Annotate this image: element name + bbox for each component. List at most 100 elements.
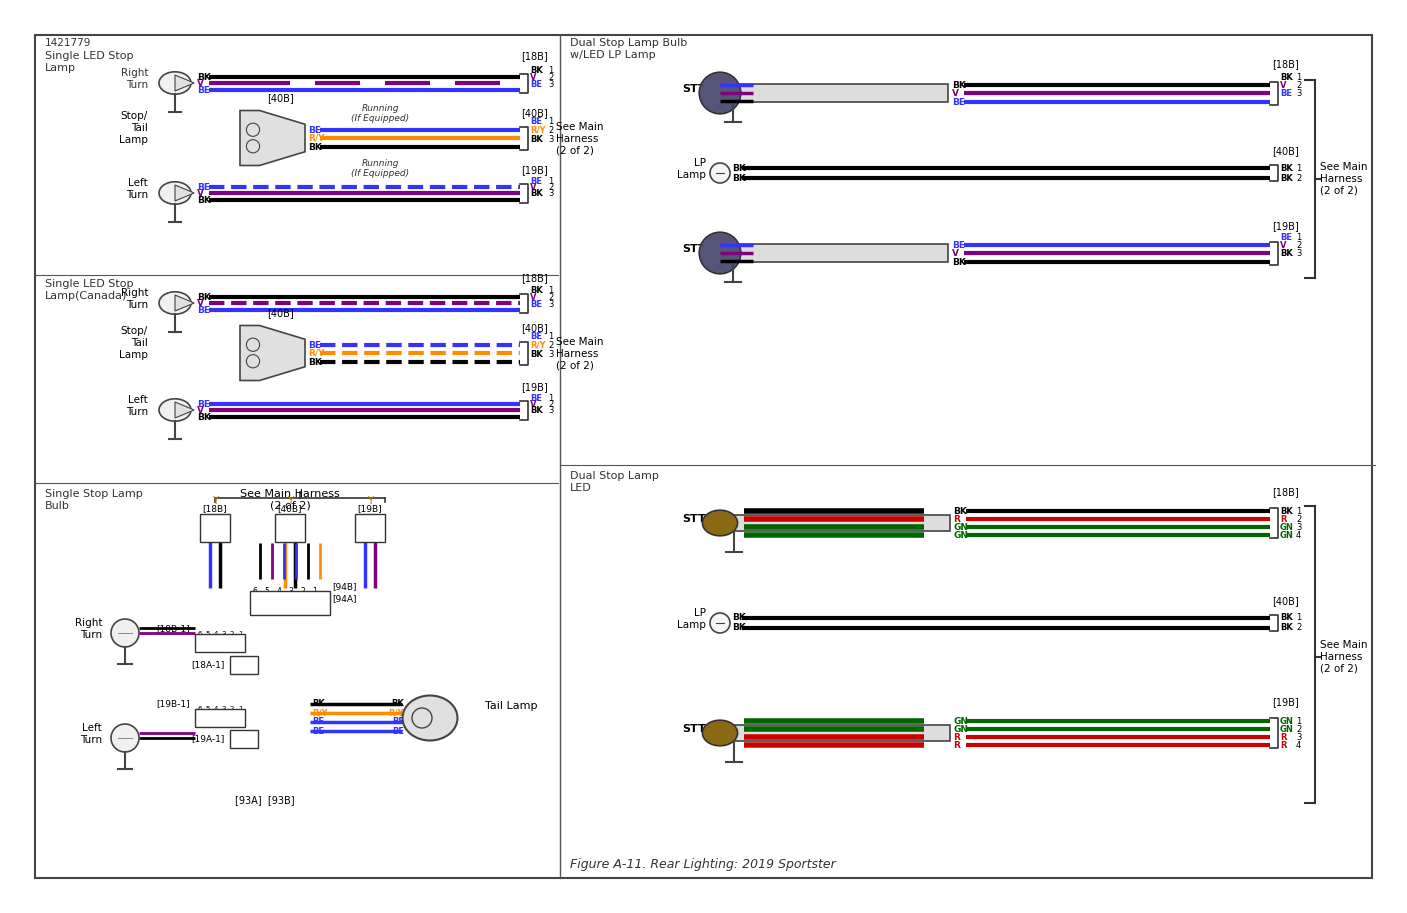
Polygon shape xyxy=(174,75,194,91)
Text: BK: BK xyxy=(732,163,746,173)
Text: 1: 1 xyxy=(547,331,553,341)
Text: BK: BK xyxy=(1280,614,1293,623)
Polygon shape xyxy=(174,402,194,418)
Text: See Main
Harness
(2 of 2): See Main Harness (2 of 2) xyxy=(1320,163,1368,195)
Text: BK: BK xyxy=(197,195,211,205)
Text: BK: BK xyxy=(1280,173,1293,183)
Text: 1: 1 xyxy=(547,394,553,403)
Text: 5: 5 xyxy=(205,631,210,637)
Text: BK: BK xyxy=(530,350,543,359)
Bar xyxy=(229,730,257,748)
Bar xyxy=(355,514,386,542)
Text: STT: STT xyxy=(682,514,706,524)
Text: 1421779: 1421779 xyxy=(45,38,91,48)
Bar xyxy=(730,725,950,741)
Text: 4: 4 xyxy=(277,586,281,595)
Text: BK: BK xyxy=(1280,507,1293,516)
Bar xyxy=(196,634,245,652)
Circle shape xyxy=(699,72,741,114)
Text: [40B]: [40B] xyxy=(521,323,547,333)
Text: See Main
Harness
(2 of 2): See Main Harness (2 of 2) xyxy=(556,122,604,155)
Text: 3: 3 xyxy=(547,79,553,89)
Text: [18B]: [18B] xyxy=(1272,59,1299,69)
Text: V: V xyxy=(1280,80,1286,89)
Text: Figure A-11. Rear Lighting: 2019 Sportster: Figure A-11. Rear Lighting: 2019 Sportst… xyxy=(570,858,836,871)
Polygon shape xyxy=(174,185,194,201)
Text: BE: BE xyxy=(312,718,324,727)
Text: GN: GN xyxy=(954,522,968,531)
Text: BK: BK xyxy=(1280,624,1293,633)
Text: 3: 3 xyxy=(1296,89,1301,98)
Text: 1: 1 xyxy=(238,631,242,637)
Text: 2: 2 xyxy=(547,183,553,192)
Text: [18A-1]: [18A-1] xyxy=(191,660,225,669)
Text: 1: 1 xyxy=(547,176,553,185)
Text: LP
Lamp: LP Lamp xyxy=(677,608,706,630)
Text: 2: 2 xyxy=(547,72,553,81)
Text: 2: 2 xyxy=(301,586,305,595)
Circle shape xyxy=(111,724,139,752)
Text: BK: BK xyxy=(530,188,543,197)
Text: Dual Stop Lamp Bulb
w/LED LP Lamp: Dual Stop Lamp Bulb w/LED LP Lamp xyxy=(570,38,687,59)
Text: BE: BE xyxy=(197,183,210,192)
Text: 1: 1 xyxy=(1296,233,1301,242)
Text: Y: Y xyxy=(367,496,373,506)
Text: [40B]: [40B] xyxy=(277,504,303,513)
Text: BK: BK xyxy=(732,173,746,183)
Text: 3: 3 xyxy=(1296,732,1301,741)
Text: BK: BK xyxy=(530,66,543,75)
Text: 2: 2 xyxy=(229,631,234,637)
Text: BK: BK xyxy=(391,699,404,708)
Text: BK: BK xyxy=(953,80,965,89)
Text: 1: 1 xyxy=(1296,614,1301,623)
Text: [19B]: [19B] xyxy=(357,504,383,513)
Circle shape xyxy=(711,163,730,183)
Text: 3: 3 xyxy=(1296,522,1301,531)
Text: BE: BE xyxy=(530,117,542,125)
Text: BK: BK xyxy=(530,405,543,415)
Text: BE: BE xyxy=(530,331,542,341)
Text: BE: BE xyxy=(197,400,210,408)
Text: [19B]: [19B] xyxy=(1272,697,1299,707)
Text: See Main
Harness
(2 of 2): See Main Harness (2 of 2) xyxy=(1320,640,1368,674)
Text: [94B]: [94B] xyxy=(332,582,356,592)
Text: [18B]: [18B] xyxy=(203,504,228,513)
Text: LP
Lamp: LP Lamp xyxy=(677,158,706,180)
Text: 4: 4 xyxy=(1296,740,1301,750)
Text: BK: BK xyxy=(312,699,325,708)
Text: V: V xyxy=(530,400,536,408)
Text: 3: 3 xyxy=(547,134,553,143)
Text: BK: BK xyxy=(197,72,211,81)
Text: 3: 3 xyxy=(547,299,553,309)
Text: Y: Y xyxy=(287,496,293,506)
Text: BK: BK xyxy=(732,624,746,633)
Text: 2: 2 xyxy=(547,292,553,301)
Text: 3: 3 xyxy=(547,188,553,197)
Text: 3: 3 xyxy=(222,706,227,712)
Bar xyxy=(727,244,948,262)
Text: R: R xyxy=(954,515,961,523)
Text: 2: 2 xyxy=(547,400,553,408)
Text: 1: 1 xyxy=(1296,507,1301,516)
Text: BE: BE xyxy=(312,727,324,736)
Text: [94A]: [94A] xyxy=(332,594,356,603)
Text: R: R xyxy=(954,740,961,750)
Bar xyxy=(730,515,950,531)
Text: 2: 2 xyxy=(1296,624,1301,633)
Text: 1: 1 xyxy=(1296,717,1301,726)
Text: V: V xyxy=(953,248,960,257)
Text: STT: STT xyxy=(682,244,706,254)
Text: BK: BK xyxy=(308,142,322,152)
Text: 1: 1 xyxy=(1296,72,1301,81)
Text: BE: BE xyxy=(1280,233,1292,242)
Text: 1: 1 xyxy=(1296,163,1301,173)
Text: R/Y: R/Y xyxy=(312,708,328,718)
Text: BE: BE xyxy=(197,86,210,95)
Text: [18B]: [18B] xyxy=(521,51,547,61)
Text: 2: 2 xyxy=(1296,725,1301,733)
Text: R: R xyxy=(1280,740,1286,750)
Text: GN: GN xyxy=(1280,530,1294,540)
Text: V: V xyxy=(197,188,204,197)
Text: BE: BE xyxy=(530,394,542,403)
Text: BE: BE xyxy=(530,176,542,185)
